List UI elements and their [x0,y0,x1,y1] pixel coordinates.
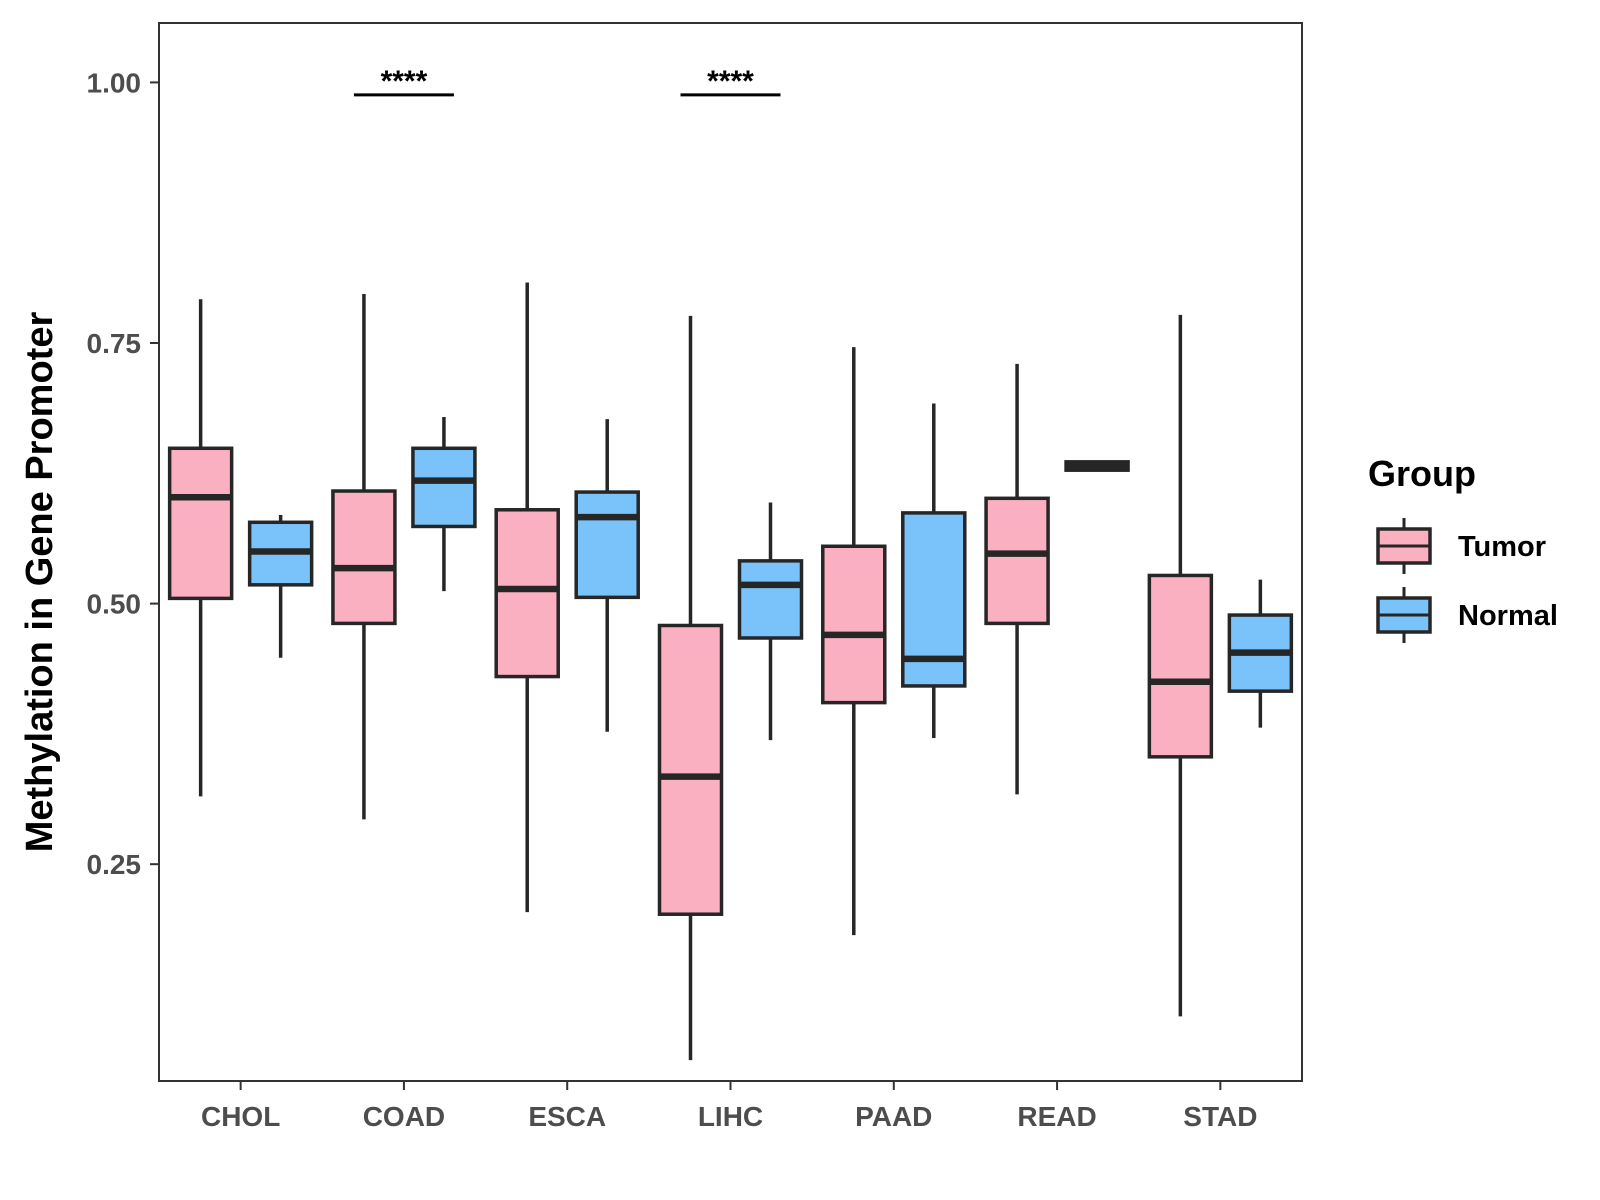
box-tumor-paad [821,347,887,936]
x-tick-label-paad: PAAD [855,1101,932,1132]
box-body [494,508,560,679]
box-normal-read [1064,460,1130,472]
x-tick-label-lihc: LIHC [698,1101,763,1132]
y-tick-label: 0.25 [87,849,142,880]
legend-label-normal: Normal [1458,600,1558,632]
x-tick-label-read: READ [1017,1101,1096,1132]
box-tumor-stad [1147,314,1214,1017]
legend-title: Group [1368,453,1476,494]
x-tick-label-coad: COAD [363,1101,445,1132]
axes: 0.25 0.50 0.75 1.00 CHOL COAD ESCA LIHC PAAD READ… [87,67,1258,1132]
legend-label-tumor: Tumor [1458,531,1546,563]
box-normal-stad [1227,579,1294,728]
box-body [821,544,887,705]
box-body [574,490,640,600]
box-tumor-lihc [657,315,724,1061]
box-normal-esca [574,419,640,732]
y-tick-label: 0.50 [87,589,142,620]
box-body [167,446,234,601]
y-axis-title: Methylation in Gene Promoter [19,312,61,853]
box-normal-paad [901,403,967,739]
box-body [411,446,477,529]
significance-label-lihc: **** [707,65,754,98]
box-tumor-esca [494,282,560,913]
significance-label-coad: **** [381,65,428,98]
box-body [1147,573,1214,759]
plot-area: **** **** [167,65,1294,1061]
x-tick-label-chol: CHOL [201,1101,280,1132]
y-tick-label: 0.75 [87,328,142,359]
box-tumor-coad [331,294,397,820]
box-body [657,623,724,916]
x-tick-label-stad: STAD [1183,1101,1257,1132]
box-normal-chol [247,514,314,658]
box-body [331,489,397,626]
legend: Group Tumor Normal [1368,453,1558,643]
box-tumor-chol [167,299,234,797]
box-tumor-read [984,363,1050,795]
y-tick-label: 1.00 [87,67,142,98]
box-body [737,559,804,640]
x-tick-label-esca: ESCA [528,1101,606,1132]
box-body [984,496,1050,626]
box-normal-coad [411,417,477,592]
box-normal-lihc [737,502,804,741]
